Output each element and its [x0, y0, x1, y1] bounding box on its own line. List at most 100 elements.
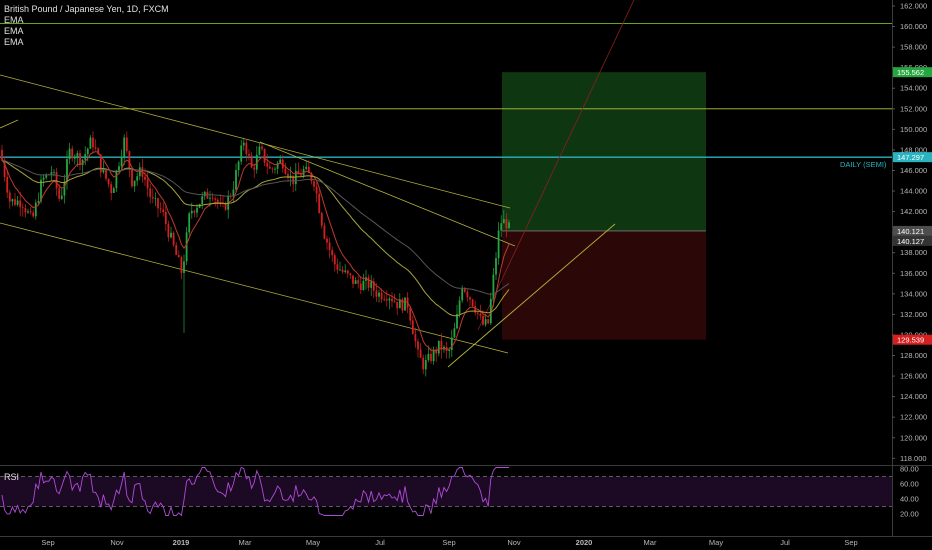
candle-body [99, 154, 102, 173]
candle-body [508, 222, 510, 229]
price-tick-label: 158.000 [900, 43, 927, 52]
candle-body [378, 292, 380, 297]
price-tick-label: 132.000 [900, 310, 927, 319]
candle-body [81, 159, 84, 166]
price-tag [893, 235, 932, 246]
time-tick-label: Sep [442, 538, 455, 547]
price-tick-label: 154.000 [900, 84, 927, 93]
channel-stub [0, 119, 19, 129]
price-pane [0, 0, 892, 464]
price-axis: 162.000160.000158.000156.000154.000152.0… [892, 2, 932, 463]
candle-body [66, 159, 68, 182]
candle-body [318, 193, 321, 213]
candle-body [183, 261, 185, 273]
candle-body [6, 176, 9, 193]
price-tick-label: 146.000 [900, 166, 927, 175]
candle-body [297, 170, 300, 175]
candle-body [383, 299, 386, 301]
price-tick-label: 126.000 [900, 372, 927, 381]
candle-body [50, 172, 53, 175]
candle-body [341, 269, 344, 272]
candle-body [458, 300, 461, 314]
candle-body [105, 168, 107, 179]
rsi-band [0, 476, 892, 507]
candle-body [37, 201, 40, 203]
candle-body [136, 176, 139, 181]
symbol-title[interactable]: British Pound / Japanese Yen, 1D, FXCM [4, 4, 169, 14]
candle-body [422, 357, 425, 370]
candle-body [471, 299, 474, 307]
indicator-ema-1[interactable]: EMA [4, 15, 24, 25]
candle-body [271, 168, 274, 170]
support-trendline [447, 223, 616, 368]
candle-body [89, 137, 92, 149]
price-tick-label: 162.000 [900, 2, 927, 11]
projection-line [477, 0, 635, 331]
candle-body [32, 212, 35, 217]
candle-body [336, 264, 339, 270]
candle-body [352, 275, 354, 284]
candle-body [391, 298, 393, 302]
candle-body [414, 334, 417, 342]
candle-body [365, 277, 367, 281]
candle-body [469, 297, 471, 300]
candle-body [300, 174, 302, 176]
candle-body [253, 167, 256, 170]
price-tick-label: 134.000 [900, 289, 927, 298]
ema-slow-line [1, 159, 510, 295]
price-tag [893, 152, 932, 163]
price-tick-label: 152.000 [900, 104, 927, 113]
candle-body [258, 146, 261, 155]
candle-body [224, 203, 227, 210]
candle-body [450, 337, 453, 351]
candle-body [3, 160, 6, 177]
candle-body [84, 154, 87, 160]
candle-body [495, 258, 497, 275]
candle-body [112, 188, 115, 193]
candle-body [63, 181, 66, 196]
candle-body [333, 255, 336, 265]
rsi-label[interactable]: RSI [4, 472, 20, 482]
candle-body [55, 172, 58, 189]
candle-body [479, 313, 482, 317]
trend-line-mid [259, 141, 516, 247]
candle-body [242, 142, 245, 146]
candle-body [201, 196, 204, 204]
candle-body [149, 188, 152, 197]
candle-body [53, 172, 55, 173]
candle-body [193, 210, 196, 213]
candle-body [279, 159, 282, 164]
candle-body [188, 213, 191, 233]
candle-body [398, 299, 401, 309]
candle-body [344, 270, 347, 272]
candle-body [144, 176, 146, 180]
candle-body [68, 148, 71, 160]
candle-body [146, 179, 149, 189]
indicator-ema-3[interactable]: EMA [4, 37, 24, 47]
price-tag [893, 67, 932, 78]
candle-body [380, 292, 383, 300]
candle-body [456, 313, 458, 329]
candle-body [232, 189, 235, 197]
candle-body [489, 298, 492, 324]
indicator-ema-2[interactable]: EMA [4, 26, 24, 36]
candle-body [159, 208, 162, 210]
rsi-tick-label: 40.00 [900, 495, 919, 504]
candle-body [505, 219, 508, 229]
candle-body [76, 153, 79, 158]
candle-body [94, 147, 97, 149]
price-tick-label: 136.000 [900, 269, 927, 278]
candle-body [388, 298, 391, 301]
price-tag-label: 140.127 [897, 237, 924, 246]
candle-body [448, 350, 451, 351]
candle-body [133, 180, 136, 187]
candle-body [401, 299, 404, 311]
candle-body [315, 186, 318, 194]
candle-body [323, 225, 326, 239]
time-tick-label: May [709, 538, 723, 547]
candle-body [40, 179, 42, 202]
candle-body [287, 173, 289, 179]
candle-body [307, 166, 310, 173]
candle-body [211, 197, 214, 199]
